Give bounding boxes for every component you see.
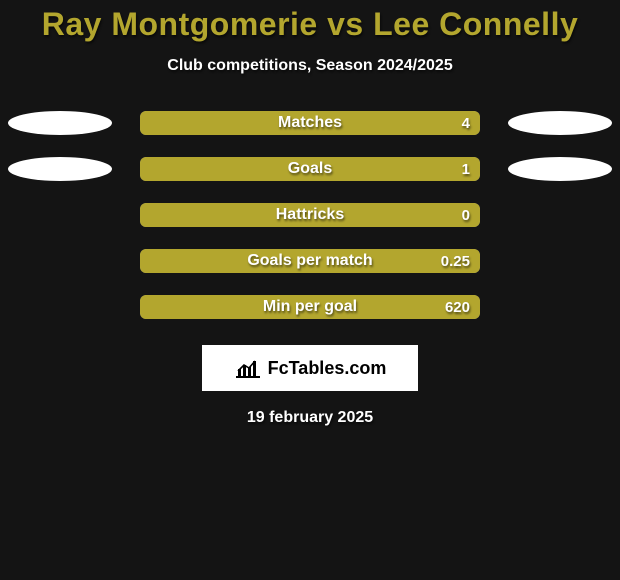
- brand-badge: FcTables.com: [202, 345, 418, 391]
- stat-row: Goals per match0.25: [0, 249, 620, 273]
- right-oval: [508, 157, 612, 181]
- stat-bar: Min per goal620: [140, 295, 480, 319]
- brand-text: FcTables.com: [268, 358, 387, 379]
- stat-bar: Hattricks0: [140, 203, 480, 227]
- stat-row: Min per goal620: [0, 295, 620, 319]
- stat-bar: Matches4: [140, 111, 480, 135]
- stat-bar-fill: [140, 111, 480, 135]
- right-oval: [508, 111, 612, 135]
- stat-bar-fill: [140, 157, 480, 181]
- page-title: Ray Montgomerie vs Lee Connelly: [42, 6, 579, 43]
- stat-bar-fill: [140, 295, 480, 319]
- stat-bar: Goals1: [140, 157, 480, 181]
- page-subtitle: Club competitions, Season 2024/2025: [167, 57, 452, 75]
- bar-chart-icon: [234, 357, 262, 379]
- infographic-content: Ray Montgomerie vs Lee Connelly Club com…: [0, 0, 620, 580]
- stat-bar: Goals per match0.25: [140, 249, 480, 273]
- left-oval: [8, 111, 112, 135]
- stat-bar-fill: [140, 203, 480, 227]
- stat-rows: Matches4 Goals1 Hattricks0 Goals per match0…: [0, 111, 620, 319]
- stat-bar-fill: [140, 249, 480, 273]
- stat-row: Hattricks0: [0, 203, 620, 227]
- left-oval: [8, 157, 112, 181]
- stat-row: Goals1: [0, 157, 620, 181]
- date-text: 19 february 2025: [247, 409, 373, 427]
- stat-row: Matches4: [0, 111, 620, 135]
